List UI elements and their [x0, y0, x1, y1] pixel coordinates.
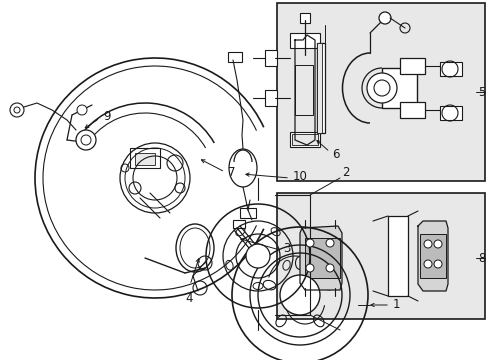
Bar	[240, 208, 256, 218]
Text: 6: 6	[331, 148, 339, 161]
Bar	[276, 3, 484, 181]
Bar	[316, 43, 321, 133]
Bar	[399, 102, 424, 118]
Polygon shape	[417, 221, 447, 291]
Circle shape	[325, 264, 333, 272]
Circle shape	[423, 260, 431, 268]
Bar	[227, 52, 242, 62]
Bar	[381, 68, 416, 108]
Circle shape	[433, 240, 441, 248]
Bar	[299, 13, 309, 23]
Circle shape	[10, 103, 24, 117]
Circle shape	[433, 260, 441, 268]
Circle shape	[280, 275, 319, 315]
Bar	[276, 193, 484, 319]
Bar	[387, 216, 407, 296]
Text: 8: 8	[477, 252, 485, 265]
Circle shape	[245, 244, 269, 268]
Text: 2: 2	[341, 166, 349, 179]
Bar	[316, 43, 325, 133]
Text: 7: 7	[227, 166, 235, 179]
Bar	[305, 238, 339, 278]
Circle shape	[366, 73, 396, 103]
Circle shape	[423, 240, 431, 248]
Circle shape	[305, 239, 313, 247]
Circle shape	[325, 239, 333, 247]
Bar	[399, 58, 424, 74]
Bar	[232, 220, 244, 228]
Text: 1: 1	[392, 298, 400, 311]
Text: 9: 9	[103, 109, 110, 122]
Text: 10: 10	[292, 170, 307, 183]
Text: 5: 5	[477, 85, 485, 99]
Bar	[289, 132, 319, 147]
Circle shape	[76, 130, 96, 150]
Bar	[294, 65, 312, 115]
Circle shape	[305, 264, 313, 272]
Text: 3: 3	[283, 242, 290, 255]
Bar	[130, 148, 160, 168]
Bar	[291, 134, 317, 145]
Polygon shape	[299, 226, 341, 290]
Text: 4: 4	[184, 292, 192, 305]
Bar	[264, 50, 276, 66]
Circle shape	[378, 12, 390, 24]
Circle shape	[77, 105, 87, 115]
Bar	[419, 234, 445, 278]
Bar	[135, 153, 155, 165]
Bar	[264, 90, 276, 106]
Bar	[439, 62, 461, 76]
Bar	[439, 106, 461, 120]
Bar	[289, 33, 319, 48]
